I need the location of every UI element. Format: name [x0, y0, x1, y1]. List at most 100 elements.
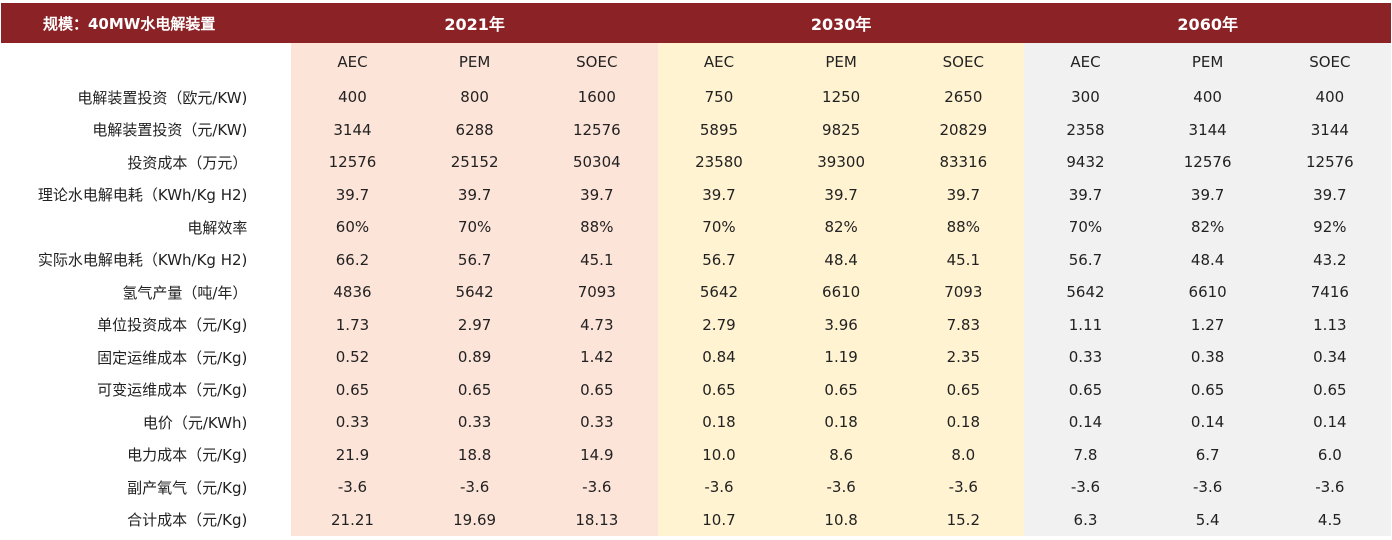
- table-cell: 0.34: [1268, 341, 1391, 374]
- table-cell: 0.33: [535, 406, 658, 439]
- row-label: 电解装置投资（元/KW): [1, 113, 292, 146]
- group-header-2021: 2021年: [291, 3, 658, 43]
- table-cell: 7416: [1268, 276, 1391, 309]
- subheader-cell: PEM: [780, 43, 903, 81]
- table-row: 实际水电解电耗（KWh/Kg H2) 66.2 56.7 45.1 56.7 48.4 45…: [1, 243, 1391, 276]
- row-label: 理论水电解电耗（KWh/Kg H2): [1, 178, 292, 211]
- table-cell: 70%: [657, 211, 781, 244]
- table-cell: 4836: [291, 276, 414, 309]
- table-cell: 0.65: [1146, 373, 1269, 406]
- table-row: 电价（元/KWh) 0.33 0.33 0.33 0.18 0.18 0.18 0.14 0.1…: [1, 406, 1391, 439]
- table-cell: -3.6: [291, 471, 414, 504]
- table-cell: -3.6: [1024, 471, 1147, 504]
- table-cell: 39.7: [1146, 178, 1269, 211]
- table-cell: 5642: [1024, 276, 1147, 309]
- subheader-cell: SOEC: [1268, 43, 1391, 81]
- table-cell: -3.6: [1146, 471, 1269, 504]
- table-cell: 21.21: [291, 503, 414, 536]
- table-cell: 92%: [1268, 211, 1391, 244]
- table-cell: 6288: [413, 113, 536, 146]
- row-label: 电解效率: [1, 211, 292, 244]
- table-cell: 25152: [413, 146, 536, 179]
- table-cell: 39.7: [413, 178, 536, 211]
- table-cell: 9432: [1024, 146, 1147, 179]
- subheader-blank: [1, 43, 292, 81]
- table-cell: 12576: [535, 113, 658, 146]
- table-cell: 1.27: [1146, 308, 1269, 341]
- table-cell: 6.3: [1024, 503, 1147, 536]
- table-cell: 39300: [780, 146, 903, 179]
- table-cell: 19.69: [413, 503, 536, 536]
- table-row: 固定运维成本（元/Kg) 0.52 0.89 1.42 0.84 1.19 2.35 0.33…: [1, 341, 1391, 374]
- table-cell: 300: [1024, 81, 1147, 114]
- row-label: 实际水电解电耗（KWh/Kg H2): [1, 243, 292, 276]
- table-cell: -3.6: [1268, 471, 1391, 504]
- table-cell: 18.8: [413, 438, 536, 471]
- table-cell: 50304: [535, 146, 658, 179]
- row-label: 可变运维成本（元/Kg): [1, 373, 292, 406]
- table-cell: 0.52: [291, 341, 414, 374]
- table-cell: 2.79: [657, 308, 781, 341]
- table-cell: 7093: [902, 276, 1025, 309]
- table-cell: 70%: [1024, 211, 1147, 244]
- table-cell: 6610: [780, 276, 903, 309]
- row-label: 副产氧气（元/Kg): [1, 471, 292, 504]
- table-cell: 12576: [1268, 146, 1391, 179]
- table-cell: 39.7: [535, 178, 658, 211]
- subheader-cell: PEM: [413, 43, 536, 81]
- table-row: 可变运维成本（元/Kg) 0.65 0.65 0.65 0.65 0.65 0.65 0.65…: [1, 373, 1391, 406]
- table-cell: 2.35: [902, 341, 1025, 374]
- table-cell: 2358: [1024, 113, 1147, 146]
- table-cell: 0.65: [780, 373, 903, 406]
- table-cell: 12576: [291, 146, 414, 179]
- table-cell: 2650: [902, 81, 1025, 114]
- table-cell: 23580: [657, 146, 781, 179]
- table-row: 副产氧气（元/Kg) -3.6 -3.6 -3.6 -3.6 -3.6 -3.6 -3.6 -3…: [1, 471, 1391, 504]
- table-cell: 0.65: [1024, 373, 1147, 406]
- table-cell: -3.6: [413, 471, 536, 504]
- row-label: 电价（元/KWh): [1, 406, 292, 439]
- table-row: 投资成本（万元） 12576 25152 50304 23580 39300 83316 94…: [1, 146, 1391, 179]
- table-cell: 45.1: [535, 243, 658, 276]
- table-cell: 83316: [902, 146, 1025, 179]
- table-cell: 43.2: [1268, 243, 1391, 276]
- group-header-2030: 2030年: [657, 3, 1025, 43]
- table-cell: 10.0: [657, 438, 781, 471]
- table-cell: 0.84: [657, 341, 781, 374]
- table-cell: 0.65: [535, 373, 658, 406]
- table-cell: 5642: [657, 276, 781, 309]
- table-cell: 3144: [291, 113, 414, 146]
- table-cell: 6.7: [1146, 438, 1269, 471]
- table-row: 电解装置投资（欧元/KW) 400 800 1600 750 1250 2650 300 400…: [1, 81, 1391, 114]
- table-cell: 45.1: [902, 243, 1025, 276]
- table-cell: 5642: [413, 276, 536, 309]
- table-cell: 15.2: [902, 503, 1025, 536]
- subheader-row: AEC PEM SOEC AEC PEM SOEC AEC PEM SOEC: [1, 43, 1391, 81]
- table-cell: 4.73: [535, 308, 658, 341]
- table-cell: 400: [1268, 81, 1391, 114]
- table-cell: 56.7: [1024, 243, 1147, 276]
- table-cell: -3.6: [657, 471, 781, 504]
- table-cell: 0.14: [1268, 406, 1391, 439]
- table-cell: 3144: [1268, 113, 1391, 146]
- table-cell: 800: [413, 81, 536, 114]
- table-body: 电解装置投资（欧元/KW) 400 800 1600 750 1250 2650 300 400…: [1, 81, 1391, 536]
- table-cell: 0.65: [1268, 373, 1391, 406]
- table-cell: 39.7: [902, 178, 1025, 211]
- table-cell: 48.4: [780, 243, 903, 276]
- table-cell: 8.6: [780, 438, 903, 471]
- table-row: 电解效率 60% 70% 88% 70% 82% 88% 70% 82% 92%: [1, 211, 1391, 244]
- table-cell: 66.2: [291, 243, 414, 276]
- table-cell: 1.19: [780, 341, 903, 374]
- table-cell: 88%: [535, 211, 658, 244]
- table-cell: 0.89: [413, 341, 536, 374]
- subheader-cell: AEC: [1024, 43, 1147, 81]
- table-cell: 1250: [780, 81, 903, 114]
- group-header-row: 规模：40MW水电解装置 2021年 2030年 2060年: [1, 3, 1391, 43]
- subheader-cell: AEC: [657, 43, 781, 81]
- table-cell: 21.9: [291, 438, 414, 471]
- table-cell: 1.11: [1024, 308, 1147, 341]
- row-label: 合计成本（元/Kg): [1, 503, 292, 536]
- table-row: 合计成本（元/Kg) 21.21 19.69 18.13 10.7 10.8 15.2 6.3…: [1, 503, 1391, 536]
- table-cell: 48.4: [1146, 243, 1269, 276]
